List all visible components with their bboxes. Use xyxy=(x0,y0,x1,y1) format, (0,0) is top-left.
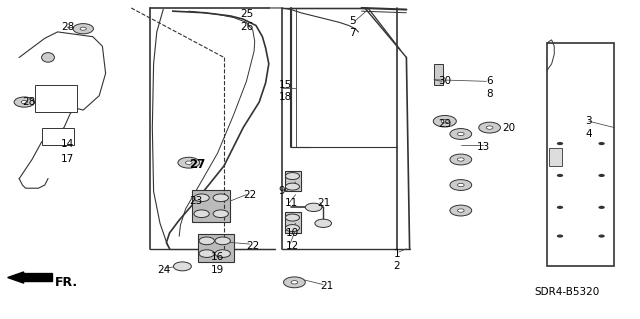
Text: 25: 25 xyxy=(240,9,253,19)
Circle shape xyxy=(285,214,300,221)
Circle shape xyxy=(215,237,230,245)
Circle shape xyxy=(199,250,214,257)
Circle shape xyxy=(458,209,464,212)
Circle shape xyxy=(598,234,605,238)
Text: 28: 28 xyxy=(61,22,74,32)
Circle shape xyxy=(305,203,322,211)
Circle shape xyxy=(80,27,86,30)
Circle shape xyxy=(178,157,200,168)
Circle shape xyxy=(433,115,456,127)
Circle shape xyxy=(291,281,298,284)
Text: 22: 22 xyxy=(246,241,260,251)
Bar xyxy=(198,234,234,262)
Text: 23: 23 xyxy=(189,196,202,206)
Text: 6: 6 xyxy=(486,76,493,86)
Circle shape xyxy=(215,250,230,257)
Bar xyxy=(192,190,230,222)
Circle shape xyxy=(73,24,93,34)
Text: 11: 11 xyxy=(285,197,298,208)
Circle shape xyxy=(557,142,563,145)
Circle shape xyxy=(213,194,228,202)
Text: 29: 29 xyxy=(438,119,452,130)
Text: 22: 22 xyxy=(243,189,257,200)
Text: 14: 14 xyxy=(61,138,74,149)
Text: 4: 4 xyxy=(586,129,592,139)
Text: 13: 13 xyxy=(477,142,490,152)
Text: FR.: FR. xyxy=(54,276,77,289)
Circle shape xyxy=(199,237,214,245)
Text: 21: 21 xyxy=(317,197,330,208)
Circle shape xyxy=(450,180,472,190)
Text: 2: 2 xyxy=(394,261,400,271)
Circle shape xyxy=(450,205,472,216)
Circle shape xyxy=(194,194,209,202)
Text: 18: 18 xyxy=(278,92,292,102)
Text: 15: 15 xyxy=(278,79,292,90)
Circle shape xyxy=(598,206,605,209)
Circle shape xyxy=(557,206,563,209)
Circle shape xyxy=(285,225,300,232)
Bar xyxy=(547,43,614,266)
Circle shape xyxy=(486,126,493,129)
Circle shape xyxy=(458,132,464,136)
Circle shape xyxy=(450,129,472,139)
Circle shape xyxy=(173,262,191,271)
Circle shape xyxy=(479,122,500,133)
Bar xyxy=(35,85,77,112)
Text: 16: 16 xyxy=(211,252,225,262)
Text: 20: 20 xyxy=(502,122,516,133)
Circle shape xyxy=(14,97,35,107)
Text: 3: 3 xyxy=(586,116,592,126)
Ellipse shape xyxy=(42,53,54,62)
Circle shape xyxy=(285,173,300,180)
Circle shape xyxy=(458,158,464,161)
Circle shape xyxy=(598,142,605,145)
Bar xyxy=(285,212,301,233)
Circle shape xyxy=(186,161,192,164)
Text: 9: 9 xyxy=(278,186,285,197)
Circle shape xyxy=(598,174,605,177)
Text: 12: 12 xyxy=(286,241,300,251)
Circle shape xyxy=(194,210,209,218)
Text: 7: 7 xyxy=(349,28,355,39)
Text: 28: 28 xyxy=(22,97,36,107)
Bar xyxy=(42,128,74,145)
Text: 21: 21 xyxy=(320,280,333,291)
Circle shape xyxy=(458,183,464,187)
Circle shape xyxy=(557,234,563,238)
Circle shape xyxy=(557,174,563,177)
Text: 30: 30 xyxy=(438,76,452,86)
Text: 10: 10 xyxy=(286,228,300,238)
Text: SDR4-B5320: SDR4-B5320 xyxy=(534,287,600,297)
Text: 8: 8 xyxy=(486,89,493,99)
Circle shape xyxy=(441,119,449,123)
Circle shape xyxy=(285,183,300,190)
Circle shape xyxy=(450,154,472,165)
Circle shape xyxy=(21,100,28,104)
FancyArrow shape xyxy=(8,272,52,283)
Text: 24: 24 xyxy=(157,264,170,275)
Circle shape xyxy=(213,210,228,218)
Text: 1: 1 xyxy=(394,249,400,259)
Circle shape xyxy=(315,219,332,227)
Text: 26: 26 xyxy=(240,22,253,32)
Text: 5: 5 xyxy=(349,16,355,26)
Bar xyxy=(285,171,301,191)
Text: 17: 17 xyxy=(61,154,74,165)
Circle shape xyxy=(284,277,305,288)
Bar xyxy=(549,148,562,166)
Text: 27: 27 xyxy=(189,158,205,171)
Bar xyxy=(434,64,443,85)
Text: 19: 19 xyxy=(211,264,225,275)
